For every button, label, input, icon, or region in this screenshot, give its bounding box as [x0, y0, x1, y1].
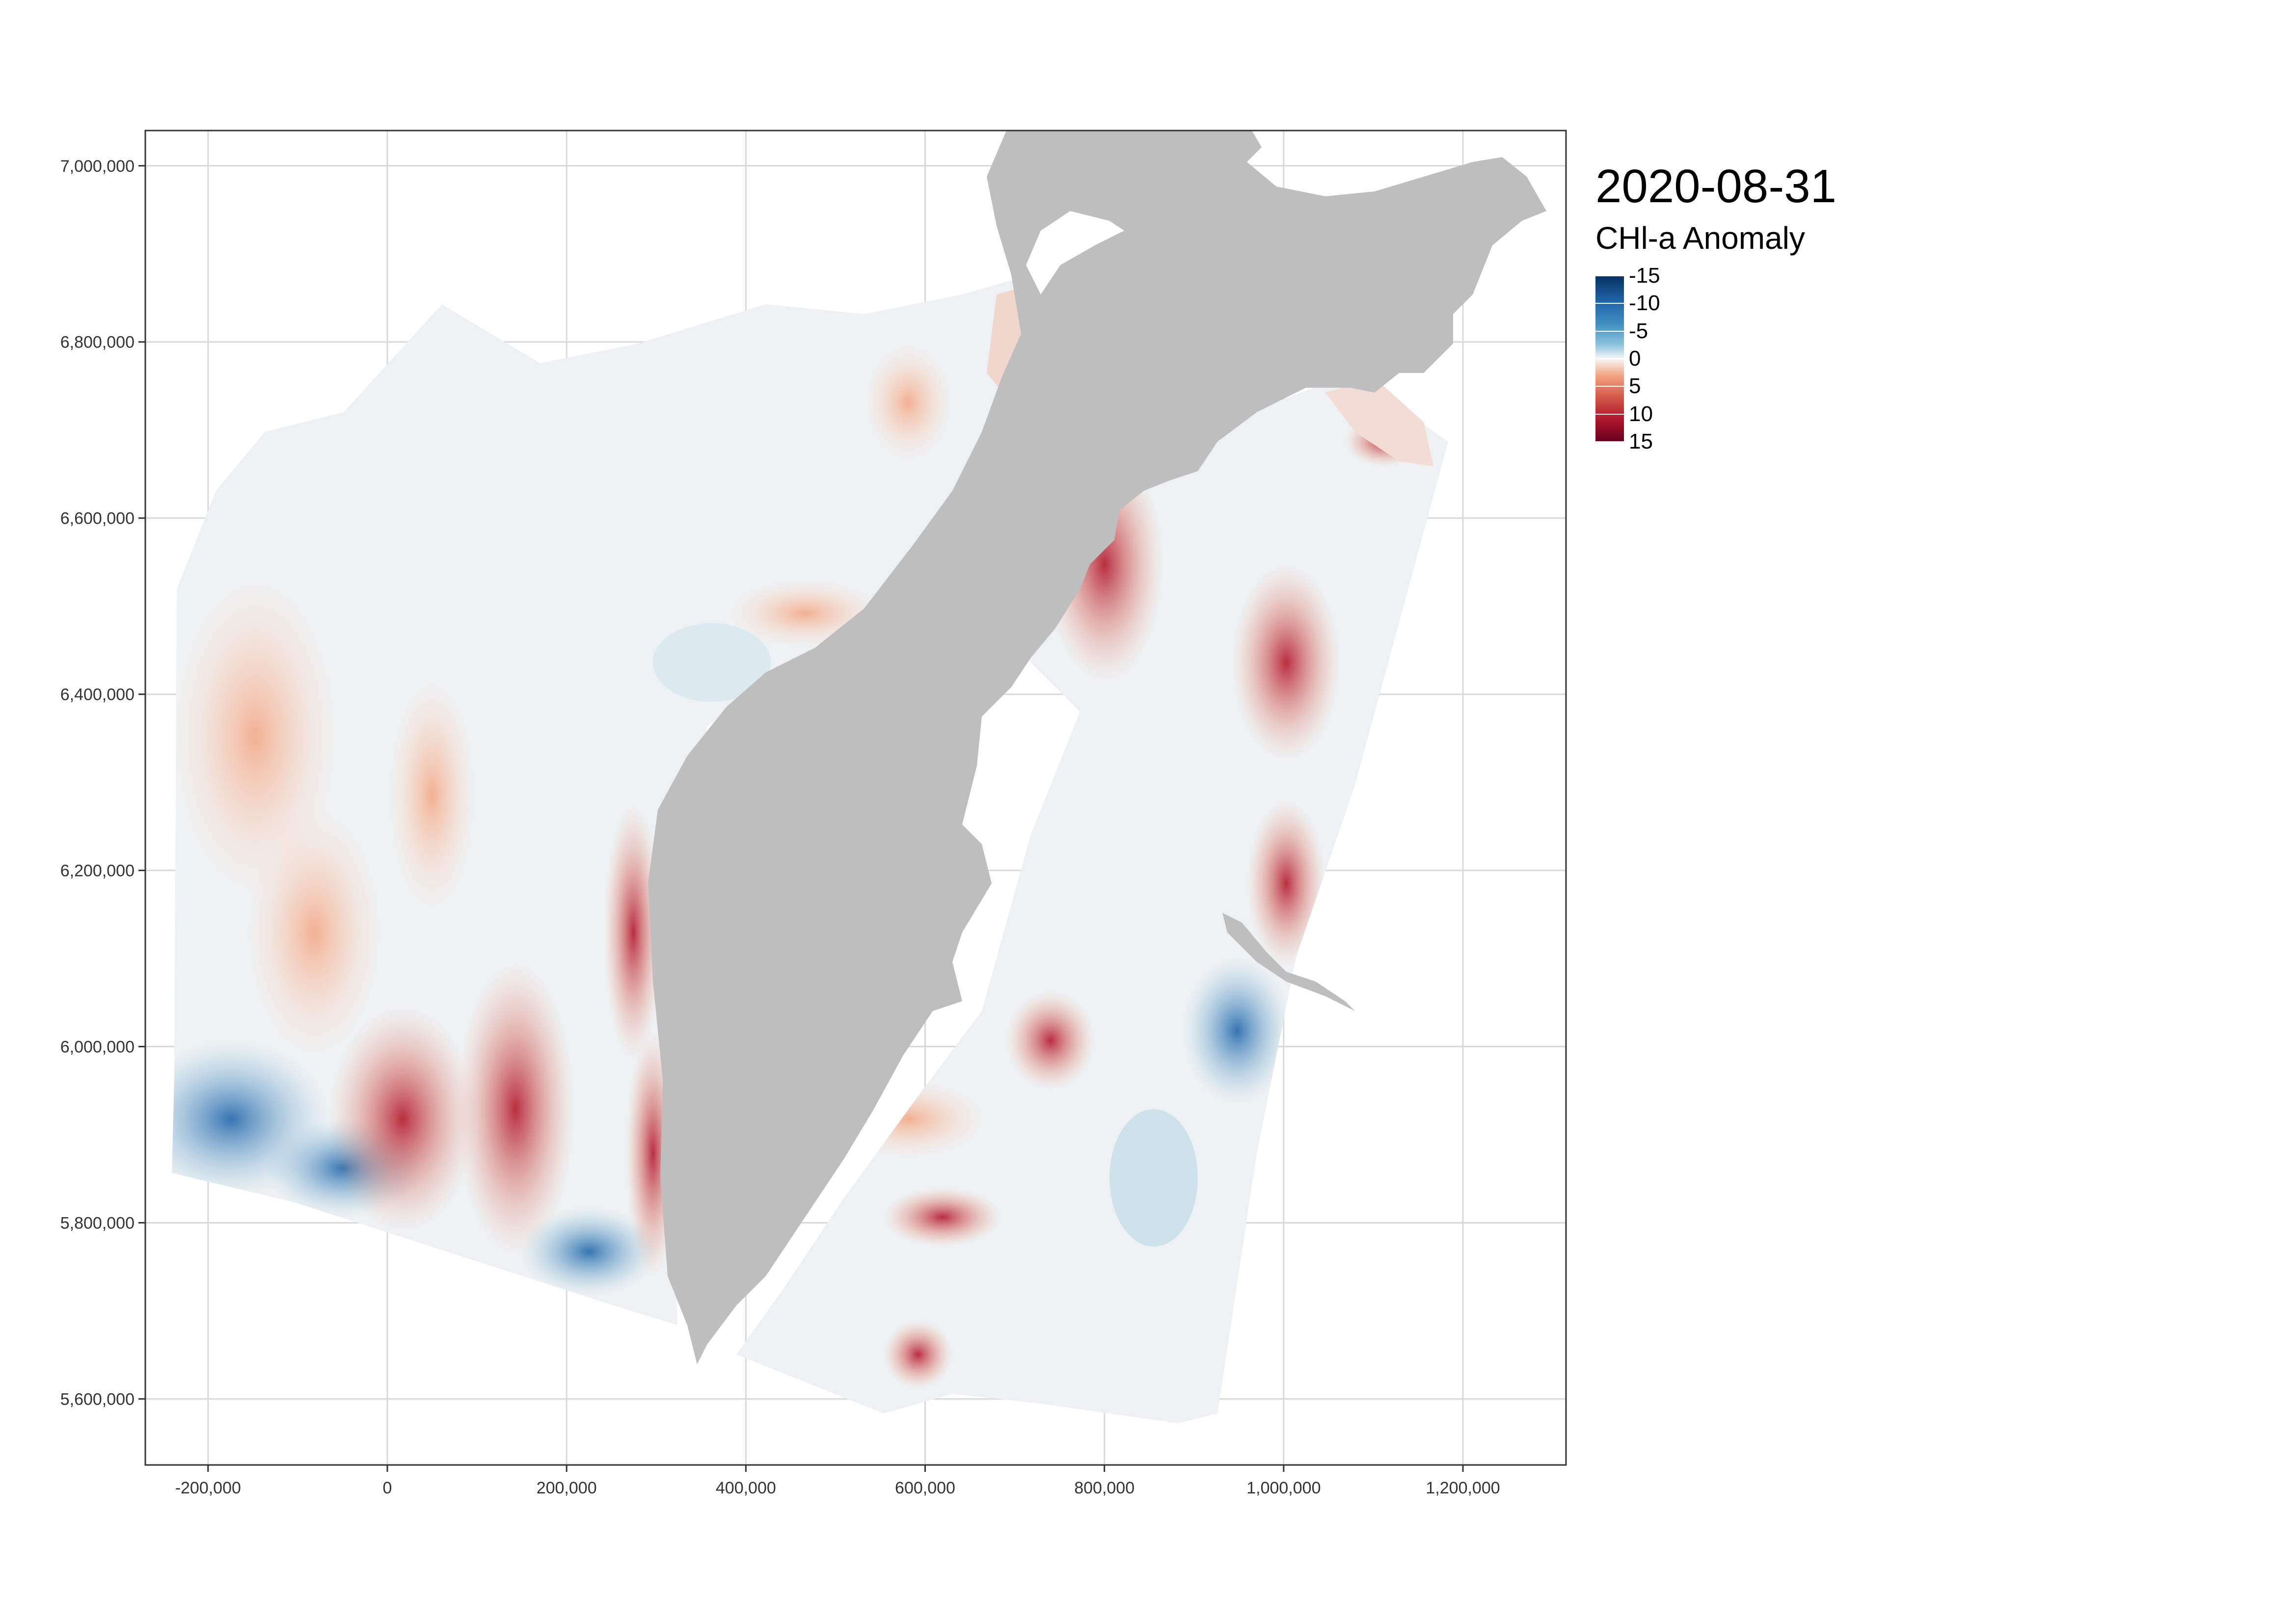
- legend-tick-label: -5: [1629, 319, 1648, 343]
- y-tick-label: 6,400,000: [60, 686, 135, 704]
- legend-tick-mark: [1595, 441, 1624, 442]
- legend-tick-label: -10: [1629, 291, 1660, 316]
- y-tick-label: 6,000,000: [60, 1038, 135, 1057]
- x-tick-label: 800,000: [1074, 1479, 1134, 1497]
- x-tick-label: 1,000,000: [1246, 1479, 1321, 1497]
- x-tick-label: 400,000: [716, 1479, 776, 1497]
- ocean-anomaly-west: [172, 245, 1105, 1325]
- legend-tick-label: 0: [1629, 346, 1641, 371]
- x-tick-label: -200,000: [175, 1479, 241, 1497]
- map-panel-border: [144, 130, 1567, 1466]
- legend-tick-label: 10: [1629, 401, 1653, 426]
- y-tick-label: 7,000,000: [60, 157, 135, 176]
- legend-tick-mark: [1595, 275, 1624, 276]
- x-tick-label: 1,200,000: [1426, 1479, 1500, 1497]
- land-mass: [648, 131, 1546, 1364]
- legend-tick-mark: [1595, 303, 1624, 304]
- legend-tick-mark: [1595, 413, 1624, 415]
- small-island: [1222, 913, 1355, 1011]
- legend-tick-mark: [1595, 330, 1624, 332]
- y-tick-label: 6,200,000: [60, 862, 135, 880]
- x-tick-label: 600,000: [895, 1479, 955, 1497]
- y-tick-label: 6,800,000: [60, 333, 135, 352]
- map-date-title: 2020-08-31: [1595, 160, 1837, 213]
- x-tick-label: 200,000: [537, 1479, 597, 1497]
- x-tick-label: 0: [383, 1479, 392, 1497]
- legend-title: CHl-a Anomaly: [1595, 220, 1805, 256]
- legend-tick-label: 15: [1629, 429, 1653, 453]
- legend-tick-label: -15: [1629, 264, 1660, 288]
- y-tick-label: 6,600,000: [60, 509, 135, 528]
- y-tick-label: 5,600,000: [60, 1390, 135, 1409]
- ocean-anomaly-northeast-bay: [1325, 378, 1433, 466]
- legend-tick-label: 5: [1629, 374, 1641, 399]
- legend-tick-mark: [1595, 386, 1624, 387]
- inlet: [1026, 211, 1124, 294]
- y-tick-label: 5,800,000: [60, 1214, 135, 1232]
- legend-tick-mark: [1595, 358, 1624, 359]
